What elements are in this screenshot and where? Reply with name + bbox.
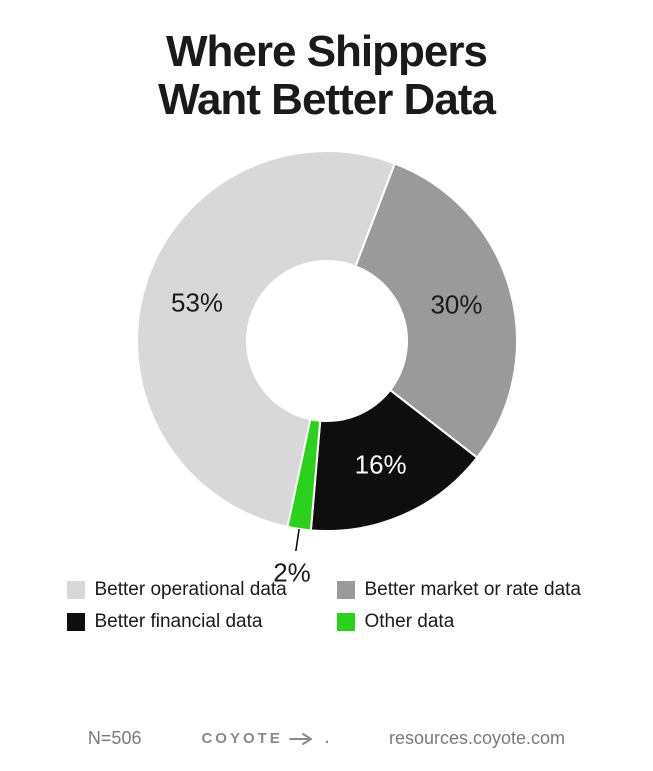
title-line-2: Want Better Data	[0, 76, 653, 124]
legend-item: Better financial data	[67, 611, 317, 633]
slice-label-financial: 16%	[355, 449, 407, 480]
legend-swatch	[67, 613, 85, 631]
sample-size: N=506	[88, 728, 142, 749]
legend-swatch	[337, 613, 355, 631]
slice-label-market: 30%	[430, 289, 482, 320]
legend-label: Better market or rate data	[365, 579, 582, 601]
donut-chart: 53%30%16%2%	[117, 131, 537, 551]
legend-label: Better financial data	[95, 611, 263, 633]
chart-title: Where Shippers Want Better Data	[0, 0, 653, 123]
brand-dot: .	[325, 730, 329, 747]
legend-label: Other data	[365, 611, 455, 633]
donut-svg	[117, 131, 537, 551]
slice-label-operational: 53%	[171, 287, 223, 318]
title-line-1: Where Shippers	[0, 28, 653, 76]
slice-label-other: 2%	[273, 558, 311, 589]
legend: Better operational data Better market or …	[67, 579, 587, 633]
brand-logo: COYOTE .	[201, 730, 329, 747]
source-url: resources.coyote.com	[389, 728, 565, 749]
legend-swatch	[67, 581, 85, 599]
legend-item: Other data	[337, 611, 587, 633]
legend-swatch	[337, 581, 355, 599]
footer: N=506 COYOTE . resources.coyote.com	[0, 728, 653, 749]
brand-text: COYOTE	[201, 730, 282, 747]
legend-item: Better market or rate data	[337, 579, 587, 601]
donut-hole	[247, 261, 407, 421]
legend-label: Better operational data	[95, 579, 287, 601]
chart-container: Where Shippers Want Better Data 53% 30% 16…	[0, 0, 653, 771]
arrow-icon	[289, 732, 319, 746]
leader-other	[295, 529, 299, 551]
